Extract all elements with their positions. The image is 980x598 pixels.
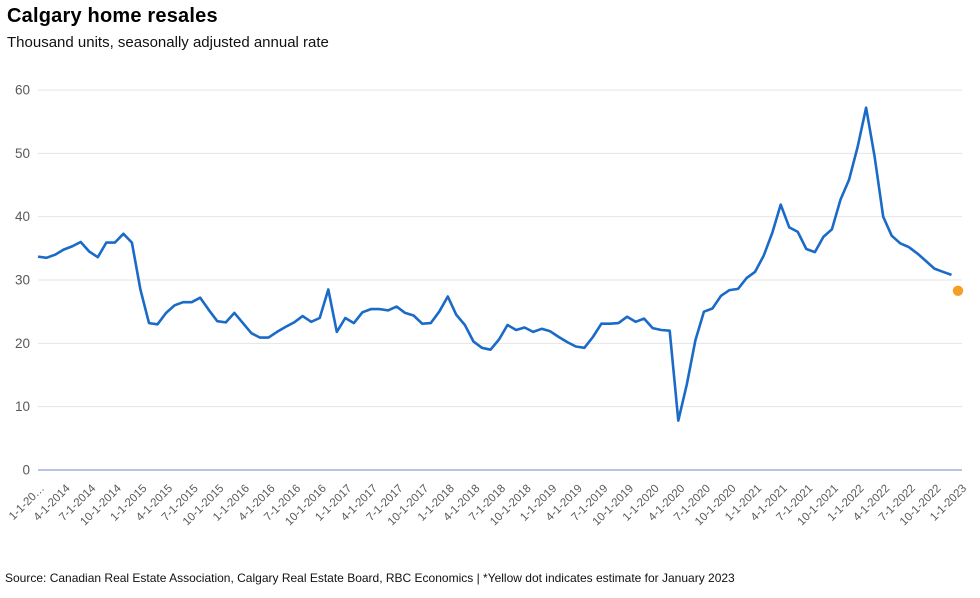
- y-tick-label: 50: [15, 146, 30, 161]
- y-tick-label: 10: [15, 399, 30, 414]
- y-tick-label: 20: [15, 336, 30, 351]
- resales-line: [37, 106, 952, 422]
- y-tick-label: 40: [15, 209, 30, 224]
- chart-subtitle: Thousand units, seasonally adjusted annu…: [7, 34, 329, 51]
- y-tick-label: 0: [22, 463, 30, 478]
- source-note: Source: Canadian Real Estate Association…: [5, 571, 735, 585]
- y-tick-label: 60: [15, 83, 30, 98]
- estimate-dot: [952, 285, 964, 296]
- y-tick-label: 30: [15, 273, 30, 288]
- page-title: Calgary home resales: [7, 5, 218, 27]
